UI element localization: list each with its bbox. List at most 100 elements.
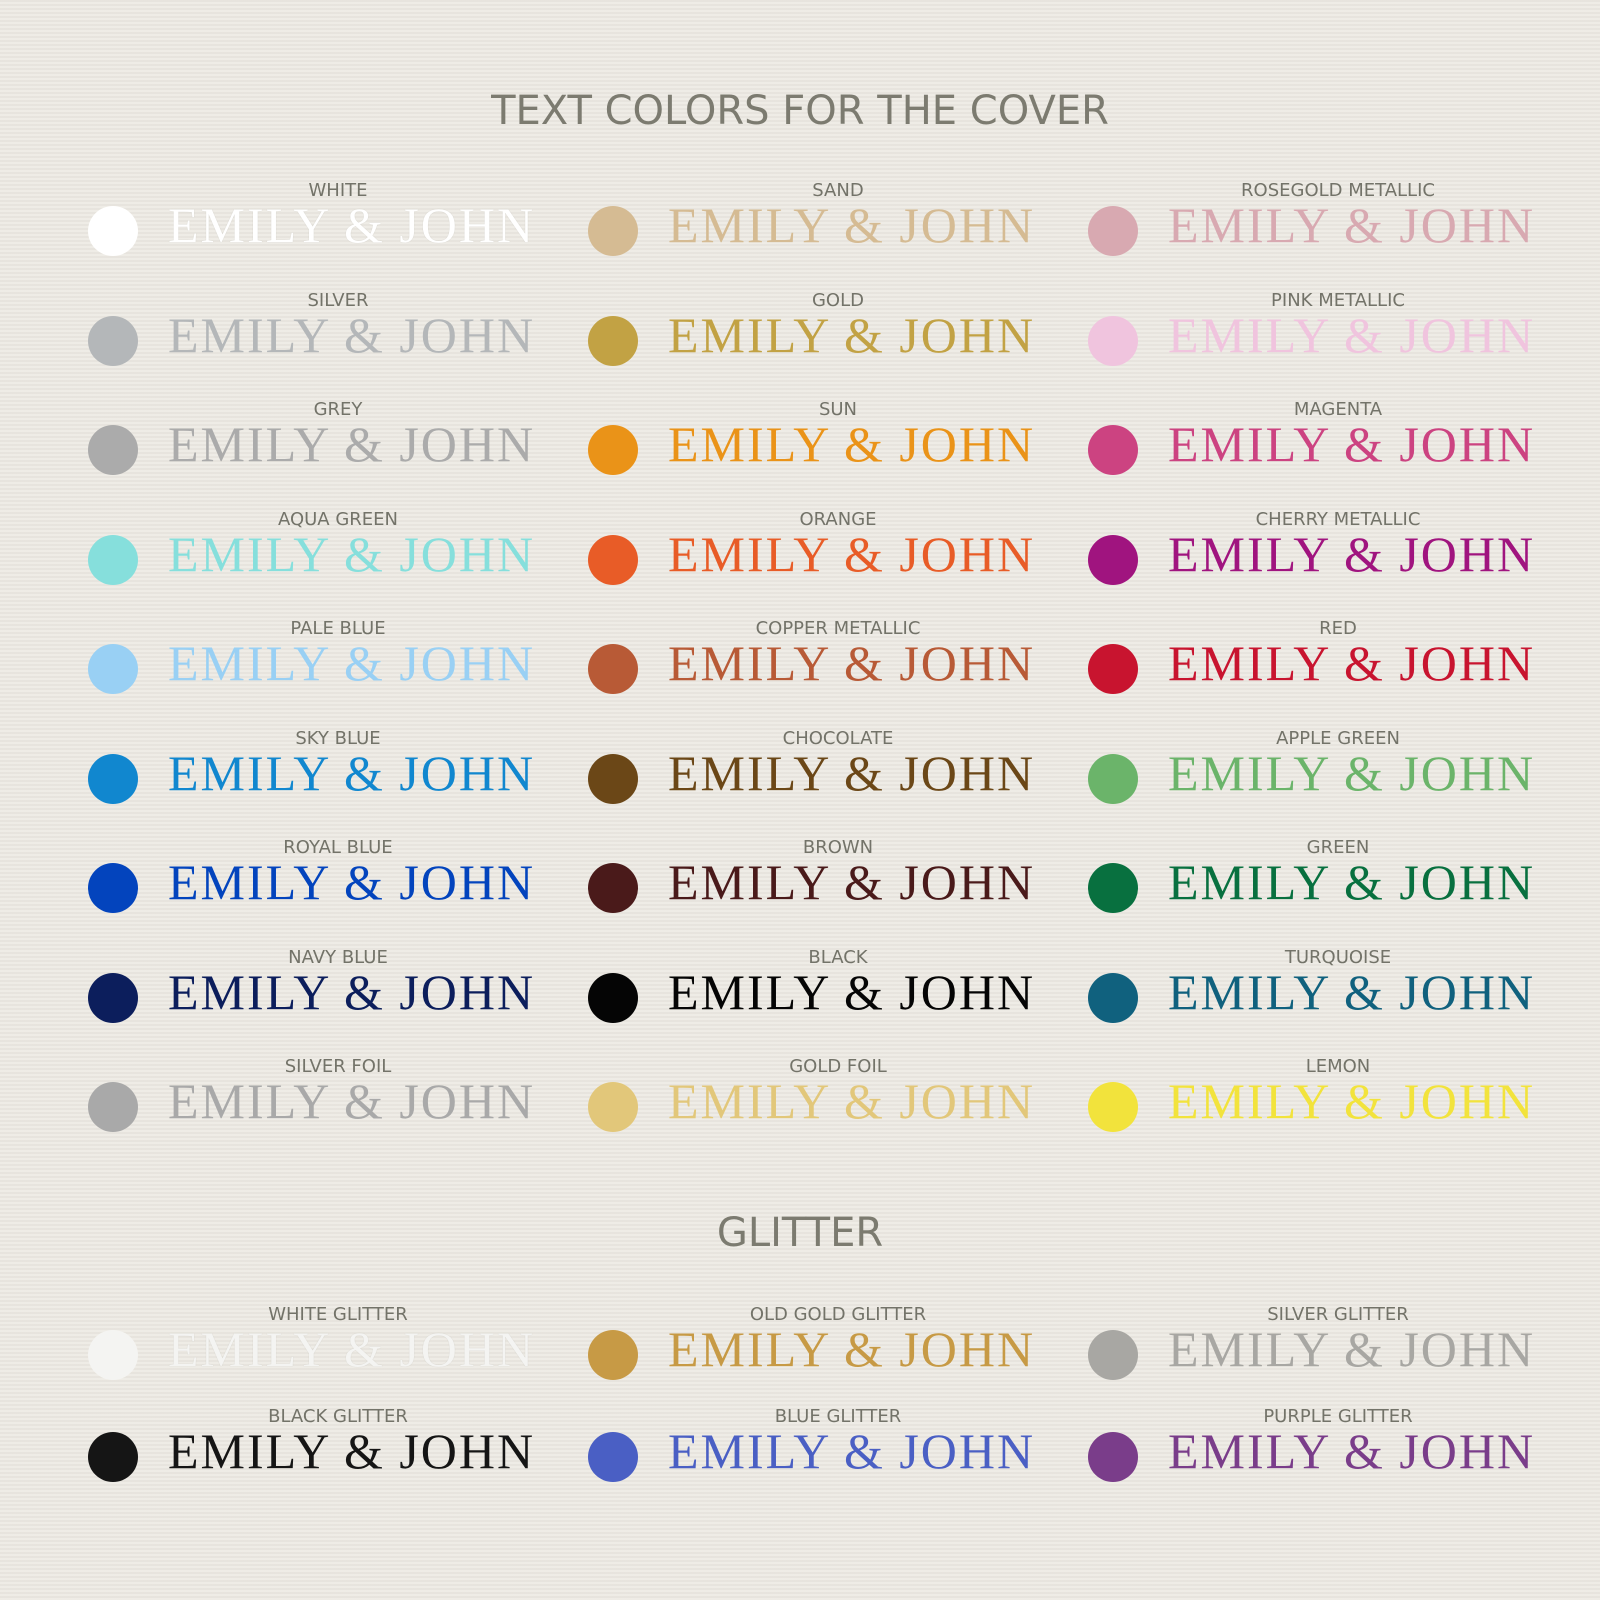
sample-text: EMILY & JOHN: [1168, 963, 1536, 1020]
color-label: GREEN: [1306, 837, 1370, 858]
color-label: GOLD: [811, 289, 864, 311]
color-swatch: [588, 863, 638, 913]
color-swatch: [88, 315, 138, 366]
color-swatch: [88, 1082, 138, 1132]
color-label: BLACK: [808, 946, 868, 968]
color-swatch: [1088, 753, 1138, 804]
color-swatch: [1088, 315, 1138, 366]
color-swatch: [588, 753, 638, 804]
color-swatch: [88, 206, 138, 256]
color-option: SILVER GLITTER EMILY & JOHN: [1080, 1302, 1580, 1404]
color-option: BLUE GLITTER EMILY & JOHN: [580, 1404, 1080, 1506]
color-option: WHITE EMILY & JOHN: [80, 178, 580, 288]
glitter-grid: WHITE GLITTER EMILY & JOHN BLACK GLITTER …: [80, 1302, 1580, 1506]
color-label: GREY: [313, 399, 363, 420]
color-option: ROSEGOLD METALLIC EMILY & JOHN: [1080, 178, 1580, 288]
sample-text: EMILY & JOHN: [668, 197, 1036, 253]
color-option: SKY BLUE EMILY & JOHN: [80, 726, 580, 836]
color-option: AQUA GREEN EMILY & JOHN: [80, 507, 580, 617]
color-option: SILVER FOIL EMILY & JOHN: [80, 1054, 580, 1164]
color-swatch: [588, 1082, 638, 1132]
color-label: GOLD FOIL: [789, 1056, 887, 1077]
color-swatch: [1088, 1330, 1138, 1380]
sample-text: EMILY & JOHN: [168, 1423, 536, 1479]
sample-text: EMILY & JOHN: [668, 854, 1036, 910]
sample-text: EMILY & JOHN: [168, 854, 536, 910]
color-option: SAND EMILY & JOHN: [580, 178, 1080, 288]
color-label: NAVY BLUE: [288, 946, 388, 968]
sample-text: EMILY & JOHN: [168, 1073, 536, 1129]
sample-text: EMILY & JOHN: [668, 963, 1036, 1020]
color-option: SUN EMILY & JOHN: [580, 397, 1080, 507]
sample-text: EMILY & JOHN: [1168, 854, 1536, 910]
color-swatch: [1088, 206, 1138, 256]
color-swatch: [588, 534, 638, 585]
sample-text: EMILY & JOHN: [168, 525, 536, 582]
sample-text: EMILY & JOHN: [668, 1423, 1036, 1479]
sample-text: EMILY & JOHN: [1168, 1423, 1536, 1479]
sample-text: EMILY & JOHN: [1168, 197, 1536, 253]
color-option: COPPER METALLIC EMILY & JOHN: [580, 616, 1080, 726]
color-swatch: [1088, 534, 1138, 585]
color-label: ROSEGOLD METALLIC: [1241, 180, 1435, 201]
color-option: TURQUOISE EMILY & JOHN: [1080, 945, 1580, 1055]
color-swatch: [1088, 1432, 1138, 1482]
sample-text: EMILY & JOHN: [1168, 306, 1536, 363]
color-swatch: [88, 1330, 138, 1380]
color-option: PINK METALLIC EMILY & JOHN: [1080, 288, 1580, 398]
color-label: SILVER: [307, 289, 369, 311]
color-swatch: [588, 972, 638, 1023]
color-swatch: [88, 753, 138, 804]
sample-text: EMILY & JOHN: [668, 306, 1036, 363]
page-title: TEXT COLORS FOR THE COVER: [491, 88, 1109, 134]
sample-text: EMILY & JOHN: [1168, 635, 1536, 691]
color-label: ORANGE: [799, 508, 877, 530]
color-swatch: [1088, 863, 1138, 913]
color-option: NAVY BLUE EMILY & JOHN: [80, 945, 580, 1055]
color-option: APPLE GREEN EMILY & JOHN: [1080, 726, 1580, 836]
color-grid: WHITE EMILY & JOHN SILVER EMILY & JOHN GRE…: [80, 178, 1580, 1164]
color-option: SILVER EMILY & JOHN: [80, 288, 580, 398]
sample-text: EMILY & JOHN: [168, 197, 536, 253]
sample-text: EMILY & JOHN: [168, 1321, 536, 1377]
color-option: GOLD EMILY & JOHN: [580, 288, 1080, 398]
color-label: SAND: [812, 180, 864, 201]
sample-text: EMILY & JOHN: [1168, 1321, 1536, 1377]
color-option: CHOCOLATE EMILY & JOHN: [580, 726, 1080, 836]
color-swatch: [88, 972, 138, 1023]
sample-text: EMILY & JOHN: [168, 744, 536, 801]
color-label: SKY BLUE: [295, 727, 381, 749]
color-option: GOLD FOIL EMILY & JOHN: [580, 1054, 1080, 1164]
color-swatch: [1088, 972, 1138, 1023]
color-swatch: [588, 1432, 638, 1482]
color-label: COPPER METALLIC: [755, 618, 921, 639]
color-option: GREY EMILY & JOHN: [80, 397, 580, 507]
color-label: ROYAL BLUE: [283, 837, 393, 858]
color-label: TURQUOISE: [1284, 946, 1392, 968]
color-swatch: [588, 206, 638, 256]
color-label: SILVER FOIL: [284, 1056, 392, 1077]
sample-text: EMILY & JOHN: [1168, 416, 1536, 472]
color-option: GREEN EMILY & JOHN: [1080, 835, 1580, 945]
sample-text: EMILY & JOHN: [168, 963, 536, 1020]
color-swatch: [588, 644, 638, 694]
color-swatch: [588, 425, 638, 475]
color-label: PALE BLUE: [290, 618, 386, 639]
color-swatch: [88, 863, 138, 913]
sample-text: EMILY & JOHN: [668, 635, 1036, 691]
color-swatch: [88, 534, 138, 585]
sample-text: EMILY & JOHN: [1168, 1073, 1536, 1129]
color-label: SILVER GLITTER: [1267, 1304, 1409, 1325]
sample-text: EMILY & JOHN: [168, 306, 536, 363]
color-option: ROYAL BLUE EMILY & JOHN: [80, 835, 580, 945]
color-option: ORANGE EMILY & JOHN: [580, 507, 1080, 617]
color-option: OLD GOLD GLITTER EMILY & JOHN: [580, 1302, 1080, 1404]
color-option: WHITE GLITTER EMILY & JOHN: [80, 1302, 580, 1404]
color-option: BLACK EMILY & JOHN: [580, 945, 1080, 1055]
color-swatch: [588, 315, 638, 366]
color-label: PINK METALLIC: [1271, 289, 1405, 311]
color-swatch: [88, 1432, 138, 1482]
sample-text: EMILY & JOHN: [668, 1321, 1036, 1377]
color-swatch: [1088, 644, 1138, 694]
color-label: CHOCOLATE: [782, 727, 894, 749]
